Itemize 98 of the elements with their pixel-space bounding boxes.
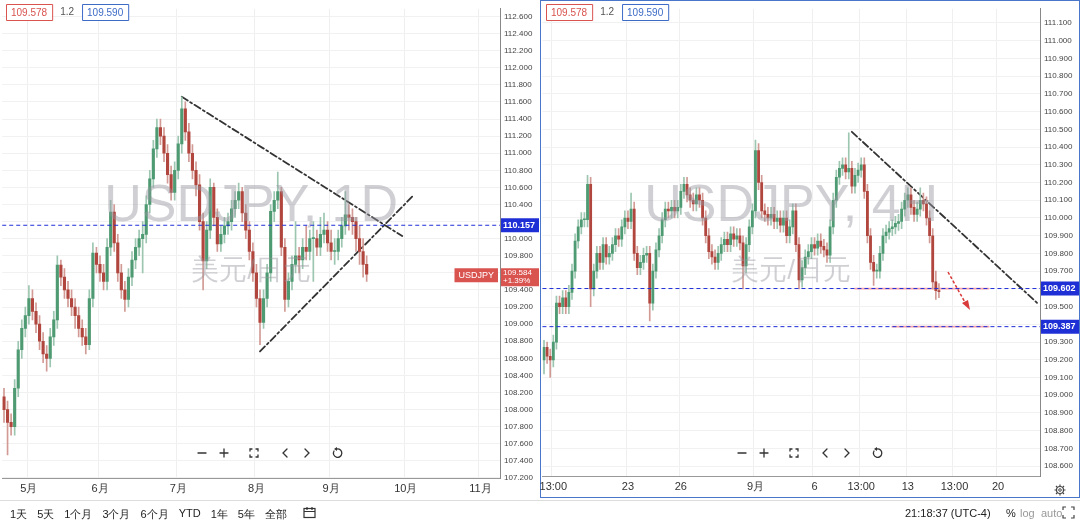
candlestick — [729, 226, 732, 252]
annotation: 1.2 — [600, 5, 615, 17]
x-tick-label: 20 — [991, 480, 1005, 493]
annotation: 109.578 — [551, 6, 588, 18]
text: log — [1020, 507, 1035, 519]
annotation: 109.578 — [11, 6, 48, 18]
candlestick — [9, 413, 13, 436]
candlestick — [813, 237, 816, 256]
y-tick-label: 109.800 — [1044, 248, 1074, 258]
text: 6个月 — [140, 507, 169, 522]
y-tick-label: 109.900 — [1044, 230, 1074, 240]
x-tick-label: 13:00 — [847, 480, 875, 493]
y-tick-label: 109.800 — [504, 250, 534, 260]
x-tick-label: 5月 — [20, 482, 38, 495]
ref-line-label: 109.602 — [1043, 283, 1076, 294]
y-tick-label: 110.600 — [504, 182, 533, 192]
ref-line-label: 109.387 — [1043, 321, 1076, 332]
y-tick-label: 111.000 — [1044, 35, 1073, 45]
y-tick-label: 108.600 — [504, 353, 534, 363]
y-tick-label: 109.500 — [1044, 301, 1074, 311]
x-tick-label: 23 — [621, 480, 635, 493]
y-tick-label: 111.400 — [504, 114, 533, 124]
y-tick-label: 110.000 — [504, 233, 533, 243]
y-tick-label: 107.200 — [504, 473, 534, 483]
y-tick-label: 111.200 — [504, 131, 533, 141]
text: YTD — [178, 507, 201, 519]
y-tick-label: 110.400 — [1044, 142, 1073, 152]
candlestick — [558, 295, 561, 315]
y-tick-label: 108.600 — [1044, 461, 1074, 471]
text: 全部 — [264, 507, 287, 522]
y-tick-label: 110.800 — [1044, 71, 1073, 81]
y-tick-label: 110.700 — [1044, 89, 1073, 99]
y-tick-label: 112.200 — [504, 45, 533, 55]
candlestick — [847, 132, 851, 180]
y-tick-label: 111.000 — [504, 148, 533, 158]
y-tick-label: 109.000 — [1044, 390, 1074, 400]
y-tick-label: 108.700 — [1044, 443, 1074, 453]
x-tick-label: 6 — [811, 480, 818, 493]
text: 3个月 — [102, 507, 131, 522]
y-tick-label: 112.000 — [504, 62, 533, 72]
y-tick-label: 107.800 — [504, 421, 534, 431]
y-tick-label: 112.400 — [504, 28, 533, 38]
text: 109.584 — [503, 267, 533, 277]
y-tick-label: 112.600 — [504, 11, 533, 21]
y-tick-label: 108.200 — [504, 387, 534, 397]
y-tick-label: 109.300 — [1044, 337, 1074, 347]
text: auto — [1041, 507, 1063, 519]
x-tick-label: 11月 — [469, 482, 492, 495]
y-tick-label: 108.800 — [504, 336, 534, 346]
candlestick — [586, 175, 589, 228]
y-tick-label: 110.300 — [1044, 160, 1073, 169]
annotation: USDJPY — [458, 269, 495, 280]
y-tick-label: 109.200 — [1044, 355, 1074, 364]
annotation: 1.2 — [60, 5, 75, 17]
y-tick-label: 110.800 — [504, 165, 533, 175]
x-tick-label: 10月 — [394, 482, 418, 495]
text: 1个月 — [64, 507, 93, 522]
text: % — [1006, 507, 1016, 519]
y-tick-label: 109.400 — [504, 285, 534, 295]
y-tick-label: 107.400 — [504, 456, 534, 466]
y-tick-label: 111.800 — [504, 80, 533, 90]
candlestick — [735, 228, 739, 247]
y-tick-label: 109.700 — [1044, 266, 1074, 276]
annotation: 109.590 — [87, 6, 124, 18]
x-tick-label: 8月 — [247, 482, 266, 495]
y-tick-label: 109.200 — [504, 302, 534, 312]
x-tick-label: 13 — [901, 480, 914, 493]
y-tick-label: 109.000 — [504, 319, 534, 329]
y-tick-label: 107.600 — [504, 438, 534, 448]
x-tick-label: 9月 — [322, 482, 340, 495]
y-tick-label: 110.600 — [1044, 106, 1073, 116]
x-tick-label: 13:00 — [940, 480, 969, 493]
y-tick-label: 110.200 — [1044, 177, 1073, 187]
y-tick-label: 110.900 — [1044, 53, 1073, 63]
x-tick-label: 6月 — [91, 482, 109, 495]
text: 1天 — [10, 507, 28, 522]
text: 1年 — [210, 507, 228, 522]
text: 5天 — [37, 507, 55, 522]
y-tick-label: 110.500 — [1044, 124, 1073, 134]
y-tick-label: 111.600 — [504, 97, 533, 107]
annotation: 109.590 — [627, 6, 664, 18]
y-tick-label: 110.000 — [1044, 213, 1073, 223]
y-tick-label: 110.100 — [1044, 195, 1073, 205]
x-tick-label: 26 — [674, 480, 687, 493]
text: +1.39% — [503, 275, 531, 285]
candlestick — [726, 231, 729, 252]
y-tick-label: 109.100 — [1044, 372, 1074, 382]
text: 5年 — [237, 507, 255, 522]
x-tick-label: 7月 — [169, 482, 187, 495]
y-tick-label: 108.400 — [504, 370, 534, 380]
y-tick-label: 108.900 — [1044, 408, 1074, 418]
y-tick-label: 111.100 — [1044, 18, 1073, 28]
y-tick-label: 108.800 — [1044, 425, 1074, 435]
y-tick-label: 108.000 — [504, 404, 534, 414]
y-tick-label: 110.400 — [504, 199, 533, 209]
ref-line-label: 110.157 — [503, 219, 536, 230]
x-tick-label: 9月 — [746, 480, 765, 493]
text: 21:18:37 (UTC-4) — [905, 507, 991, 519]
